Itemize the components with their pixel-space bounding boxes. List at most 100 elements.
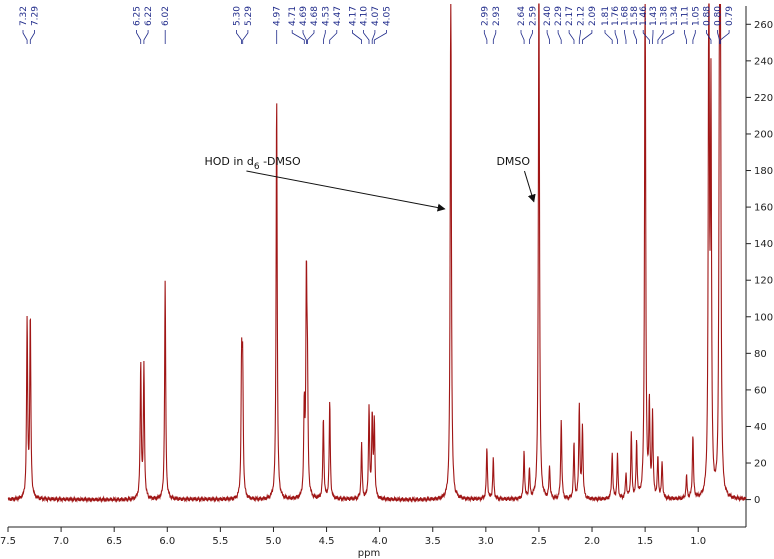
peak-label: 4.68 [310, 6, 320, 26]
peak-label: 1.05 [691, 6, 701, 26]
y-tick-label: 100 [754, 312, 773, 323]
peak-label-connector [22, 30, 28, 44]
peak-label-connector [657, 30, 664, 44]
peak-label-connector [546, 30, 550, 44]
peak-label: 2.93 [492, 6, 502, 26]
peak-label-connector [329, 30, 338, 44]
plot-frame [8, 6, 747, 528]
peak-label: 1.81 [601, 6, 611, 26]
peak-label-connector [706, 30, 712, 44]
peak-label: 1.46 [639, 6, 649, 26]
peak-label: 7.32 [19, 6, 29, 26]
peak-label: 0.88 [702, 6, 712, 26]
y-tick-label: 200 [754, 129, 773, 140]
peak-label: 1.34 [670, 6, 680, 26]
peak-label-connector [529, 30, 533, 44]
y-tick-label: 160 [754, 203, 773, 214]
peak-label-connector [242, 30, 249, 44]
x-tick-label: 5.5 [212, 536, 228, 547]
peak-label-connector [582, 30, 593, 44]
peak-labels: 7.32 7.29 6.25 6.22 6.02 5.30 5.29 4.97 4.71 4.69… [19, 6, 735, 44]
x-axis-label: ppm [358, 548, 380, 559]
y-tick-label: 220 [754, 93, 773, 104]
peak-label: 1.68 [621, 6, 631, 26]
peak-label-connector [520, 30, 525, 44]
x-tick-label: 4.5 [319, 536, 335, 547]
peak-label: 1.58 [630, 6, 640, 26]
peak-label-connector [351, 30, 363, 44]
x-tick-label: 7.0 [53, 536, 69, 547]
peak-label-connector [235, 30, 243, 44]
peak-label-connector [578, 30, 581, 44]
peak-label: 4.07 [371, 6, 381, 26]
peak-label: 5.30 [232, 6, 242, 26]
y-tick-label: 60 [754, 385, 767, 396]
x-tick-label: 1.5 [637, 536, 653, 547]
peak-label-connector [720, 30, 730, 44]
peak-label: 0.79 [725, 6, 735, 26]
peak-label-connector [557, 30, 562, 44]
peak-label-connector [143, 30, 149, 44]
peak-label-connector [604, 30, 613, 44]
peak-label-connector [483, 30, 488, 44]
peak-label-connector [633, 30, 637, 44]
peak-label: 2.09 [588, 6, 598, 26]
peak-label: 4.17 [348, 6, 358, 26]
peak-label: 2.17 [565, 6, 575, 26]
peak-label: 4.53 [321, 6, 331, 26]
peak-label: 5.29 [244, 6, 254, 26]
x-tick-label: 4.0 [372, 536, 388, 547]
peak-label: 1.76 [611, 6, 621, 26]
peak-label-connector [373, 30, 387, 44]
peak-label-connector [568, 30, 575, 44]
peak-label-connector [29, 30, 35, 44]
peak-label: 1.38 [659, 6, 669, 26]
peak-label: 1.43 [649, 6, 659, 26]
y-tick-label: 0 [754, 495, 760, 506]
peak-label: 4.47 [333, 6, 343, 26]
peak-label: 2.40 [543, 6, 553, 26]
peak-label: 4.10 [360, 6, 370, 26]
x-tick-label: 7.5 [0, 536, 16, 547]
peak-label-connector [363, 30, 370, 44]
peak-label: 2.12 [576, 6, 586, 26]
peak-label-connector [136, 30, 142, 44]
peak-label-connector [642, 30, 650, 44]
peak-label-connector [371, 30, 376, 44]
x-tick-label: 5.0 [266, 536, 282, 547]
annotation-arrow [523, 170, 536, 203]
y-tick-label: 260 [754, 20, 773, 31]
y-tick-label: 20 [754, 459, 767, 470]
x-tick-label: 2.5 [531, 536, 547, 547]
y-tick-label: 140 [754, 239, 773, 250]
x-tick-label: 2.0 [584, 536, 600, 547]
peak-label: 0.80 [714, 6, 724, 26]
peak-label-connector [291, 30, 305, 44]
y-tick-label: 120 [754, 276, 773, 287]
peak-label: 1.11 [680, 6, 690, 26]
peak-label: 4.69 [299, 6, 309, 26]
x-tick-label: 6.0 [159, 536, 175, 547]
y-tick-label: 80 [754, 349, 767, 360]
peak-label: 7.29 [31, 6, 41, 26]
axis-ticks: 7.5 7.0 6.5 6.0 5.5 5.0 4.5 4.0 3.5 3.0 2.5 2.0 1.5 1… [0, 20, 773, 547]
peak-label: 2.99 [480, 6, 490, 26]
peak-label: 4.71 [288, 6, 298, 26]
peak-label-connector [306, 30, 315, 44]
peak-label-connector [302, 30, 307, 44]
peak-label: 6.25 [133, 6, 143, 26]
peak-label: 2.64 [517, 6, 527, 26]
peak-label-connector [322, 30, 326, 44]
spectrum-trace [7, 3, 747, 504]
annotations: HOD in d6 -DMSO DMSO [204, 155, 536, 212]
peak-label: 2.59 [529, 6, 539, 26]
spectrum-line [7, 3, 747, 504]
annotation-arrow [246, 170, 446, 212]
x-tick-label: 6.5 [106, 536, 122, 547]
y-tick-label: 40 [754, 422, 767, 433]
peak-label-connector [684, 30, 687, 44]
peak-label-connector [614, 30, 618, 44]
peak-label-connector [492, 30, 497, 44]
peak-label-connector [692, 30, 696, 44]
